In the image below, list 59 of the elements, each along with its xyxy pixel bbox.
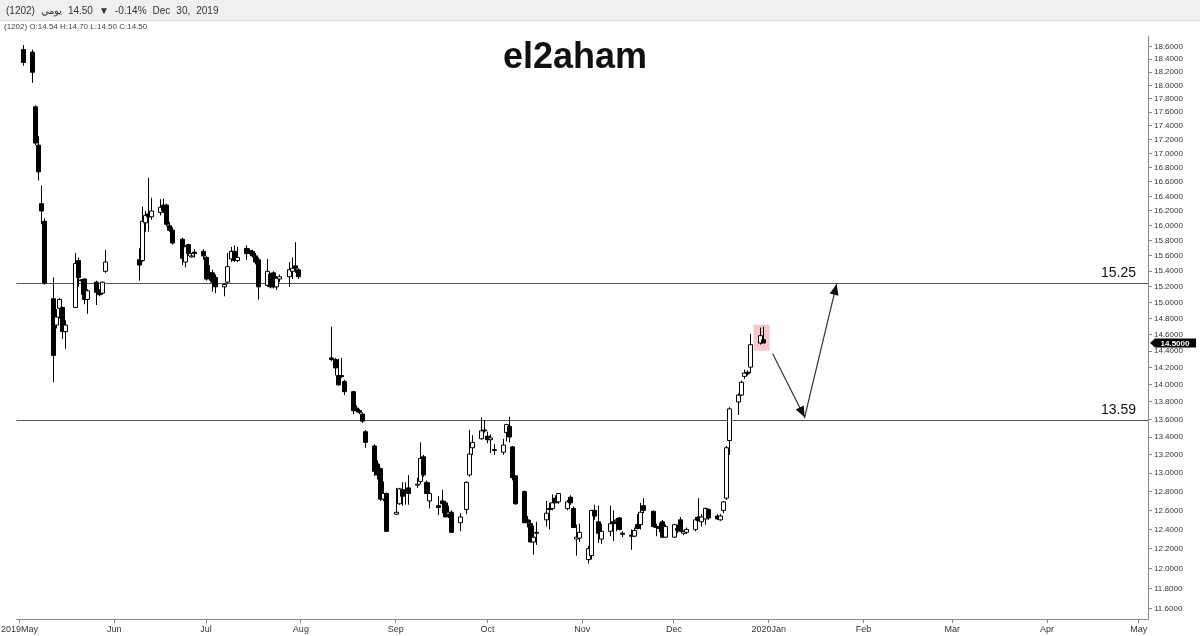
x-tick-label: Jun	[107, 624, 122, 635]
y-tick-label: 12.4000	[1154, 524, 1184, 534]
y-tick-label: 17.0000	[1154, 148, 1184, 158]
x-tick-label: Apr	[1040, 624, 1055, 635]
x-tick-label: Jul	[200, 624, 212, 635]
x-tick-label: Sep	[387, 624, 404, 635]
y-tick-label: 14.0000	[1154, 380, 1184, 390]
x-tick-label: 2020Jan	[751, 624, 787, 635]
y-tick-label: 17.4000	[1154, 121, 1184, 131]
y-tick-label: 13.4000	[1154, 432, 1184, 442]
y-tick-label: 13.2000	[1154, 450, 1184, 460]
x-tick-label: Feb	[855, 624, 872, 635]
y-tick-label: 15.0000	[1154, 297, 1184, 307]
y-tick-label: 14.4000	[1154, 346, 1184, 356]
y-tick-label: 13.0000	[1154, 468, 1184, 478]
y-tick-label: 14.2000	[1154, 363, 1184, 373]
y-tick-label: 12.8000	[1154, 486, 1184, 496]
y-tick-label: 18.4000	[1154, 54, 1184, 64]
y-tick-label: 16.4000	[1154, 191, 1184, 201]
y-tick-label: 14.8000	[1154, 313, 1184, 323]
candlestick	[372, 443, 377, 477]
y-tick-label: 12.2000	[1154, 544, 1184, 554]
x-tick-label: May	[1130, 624, 1148, 635]
y-tick-label: 17.2000	[1154, 134, 1184, 144]
x-tick-label: Dec	[665, 624, 683, 635]
y-tick-label: 15.4000	[1154, 266, 1184, 276]
chart-title: el2aham	[501, 35, 649, 77]
y-tick-label: 15.6000	[1154, 251, 1184, 261]
y-tick-label: 13.6000	[1154, 414, 1184, 424]
y-tick-label: 17.6000	[1154, 107, 1184, 117]
text: 14.5000	[1160, 338, 1191, 348]
ref-line-label: 15.25	[1100, 264, 1137, 281]
y-tick-label: 11.6000	[1154, 604, 1183, 614]
candlestick	[608, 505, 613, 537]
y-tick-label: 15.2000	[1154, 282, 1184, 292]
x-tick-label: Aug	[292, 624, 309, 635]
y-tick-label: 17.8000	[1154, 93, 1184, 103]
candlestick	[73, 252, 78, 308]
y-tick-label: 18.2000	[1154, 67, 1184, 77]
candlestick	[21, 44, 26, 67]
text: (1202) O:14.54 H:14.70 L:14.50 C:14.50	[4, 22, 148, 32]
y-tick-label: 11.8000	[1154, 583, 1183, 593]
x-tick-label: Oct	[480, 624, 495, 635]
y-tick-label: 16.8000	[1154, 162, 1184, 172]
ref-line-label: 13.59	[1100, 401, 1137, 418]
y-tick-label: 12.6000	[1154, 505, 1184, 515]
x-tick-label: Mar	[944, 624, 961, 635]
y-tick-label: 18.6000	[1154, 41, 1184, 51]
y-tick-label: 12.0000	[1154, 563, 1184, 573]
y-tick-label: 15.8000	[1154, 235, 1184, 245]
candlestick	[225, 252, 230, 285]
y-tick-label: 13.8000	[1154, 397, 1184, 407]
y-tick-label: 16.6000	[1154, 177, 1184, 187]
y-tick-label: 18.0000	[1154, 80, 1184, 90]
x-tick-label: Nov	[574, 624, 591, 635]
y-tick-label: 14.6000	[1154, 330, 1184, 340]
y-tick-label: 16.0000	[1154, 220, 1184, 230]
x-tick-label: 2019May	[1, 624, 39, 635]
y-tick-label: 16.2000	[1154, 206, 1184, 216]
